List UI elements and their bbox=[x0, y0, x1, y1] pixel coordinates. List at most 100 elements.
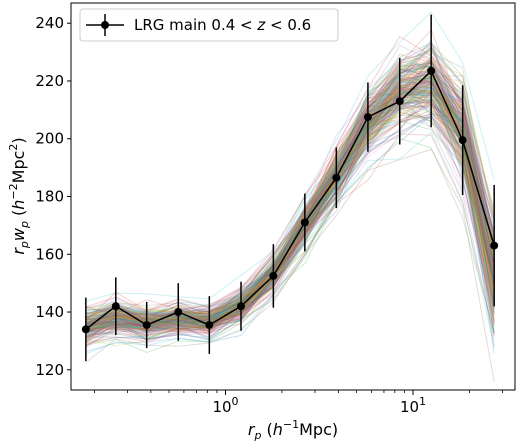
legend-box bbox=[79, 8, 339, 42]
mock-curve bbox=[85, 35, 495, 315]
y-tick-label: 180 bbox=[35, 188, 64, 206]
mock-curve bbox=[85, 58, 495, 328]
mock-curve bbox=[85, 70, 495, 332]
mock-curve bbox=[85, 56, 495, 315]
mock-curve bbox=[85, 96, 495, 324]
x-tick-label: 101 bbox=[400, 395, 426, 416]
data-point bbox=[363, 113, 372, 122]
mock-curve bbox=[85, 83, 495, 325]
mock-curve bbox=[85, 62, 495, 321]
mock-curve bbox=[85, 59, 495, 322]
axis-ticks: 120 140 160 180 200 220 240 100 101 bbox=[35, 14, 503, 416]
y-tick-label: 160 bbox=[35, 245, 64, 263]
mock-curve bbox=[85, 77, 495, 329]
mock-curve bbox=[85, 82, 495, 328]
data-point bbox=[395, 97, 404, 106]
mock-curve bbox=[85, 76, 495, 324]
mock-curve bbox=[85, 60, 495, 329]
legend-label-suffix: < 0.6 bbox=[265, 16, 311, 34]
mock-curve bbox=[85, 103, 495, 329]
data-point bbox=[269, 271, 278, 280]
mock-curve bbox=[85, 59, 495, 319]
mock-curve bbox=[85, 93, 495, 331]
y-axis-label: rpwp (h−2Mpc2) bbox=[7, 137, 31, 254]
mock-curve bbox=[85, 90, 495, 337]
mock-curve bbox=[85, 74, 495, 329]
mock-curve bbox=[85, 88, 495, 344]
data-point bbox=[111, 302, 120, 311]
mock-curve bbox=[85, 109, 495, 347]
mock-curve bbox=[85, 77, 495, 340]
mock-curve bbox=[85, 76, 495, 331]
data-point bbox=[427, 66, 436, 75]
mock-curve bbox=[85, 114, 495, 330]
mock-curve bbox=[85, 46, 495, 321]
mock-curve bbox=[85, 102, 495, 327]
mock-curve bbox=[85, 76, 495, 328]
mock-curve bbox=[85, 90, 495, 332]
mock-curve bbox=[85, 81, 495, 332]
mock-curve bbox=[85, 88, 495, 334]
mock-curve bbox=[85, 52, 495, 315]
mock-curve bbox=[85, 29, 495, 312]
mock-curve bbox=[85, 89, 495, 329]
mock-curve bbox=[85, 113, 495, 338]
mock-curve bbox=[85, 137, 495, 354]
mock-curve bbox=[85, 75, 495, 327]
mock-curve bbox=[85, 90, 495, 337]
mock-curve bbox=[85, 71, 495, 331]
mock-curve bbox=[85, 74, 495, 329]
y-tick-label: 240 bbox=[35, 14, 64, 32]
mock-curve bbox=[85, 83, 495, 324]
mock-curve bbox=[85, 101, 495, 327]
mock-realizations bbox=[85, 11, 495, 382]
legend-marker-dot bbox=[101, 21, 109, 29]
mock-curve bbox=[85, 99, 495, 333]
mock-curve bbox=[85, 42, 495, 315]
mock-curve bbox=[85, 46, 495, 316]
mock-curve bbox=[85, 91, 495, 333]
mock-curve bbox=[85, 71, 495, 326]
mock-curve bbox=[85, 72, 495, 336]
mock-curve bbox=[85, 58, 495, 326]
mock-curve bbox=[85, 100, 495, 339]
mock-curve bbox=[85, 113, 495, 348]
mock-curve bbox=[85, 99, 495, 341]
mock-curve bbox=[85, 56, 495, 317]
mock-curve bbox=[85, 92, 495, 339]
mock-curve bbox=[85, 116, 495, 354]
mock-curve bbox=[85, 84, 495, 329]
mock-curve bbox=[85, 52, 495, 315]
mock-curve bbox=[85, 90, 495, 335]
mock-curve bbox=[85, 91, 495, 333]
mock-curve bbox=[85, 81, 495, 324]
mock-curve bbox=[85, 106, 495, 334]
mock-curve bbox=[85, 76, 495, 332]
mock-curve bbox=[85, 73, 495, 328]
data-point bbox=[142, 321, 151, 330]
series-line bbox=[85, 69, 495, 330]
mock-curve bbox=[85, 93, 495, 343]
mock-curve bbox=[85, 83, 495, 328]
mock-curve bbox=[85, 131, 495, 355]
mock-curve bbox=[85, 88, 495, 332]
mock-curve bbox=[85, 63, 495, 319]
y-tick-label: 200 bbox=[35, 130, 64, 148]
mock-curve bbox=[85, 87, 495, 329]
mock-curve bbox=[85, 81, 495, 324]
mock-curve bbox=[85, 83, 495, 320]
mock-curve bbox=[85, 102, 495, 338]
mock-curve bbox=[85, 77, 495, 331]
data-point bbox=[81, 325, 90, 334]
mock-curve bbox=[85, 83, 495, 329]
mock-curve bbox=[85, 71, 495, 333]
mock-curve bbox=[85, 44, 495, 319]
mock-curve bbox=[85, 103, 495, 340]
mock-curve bbox=[85, 87, 495, 329]
mock-curve bbox=[85, 76, 495, 327]
mock-curve bbox=[85, 72, 495, 333]
mock-curve bbox=[85, 91, 495, 330]
mock-curve bbox=[85, 48, 495, 321]
mock-curve bbox=[85, 95, 495, 341]
